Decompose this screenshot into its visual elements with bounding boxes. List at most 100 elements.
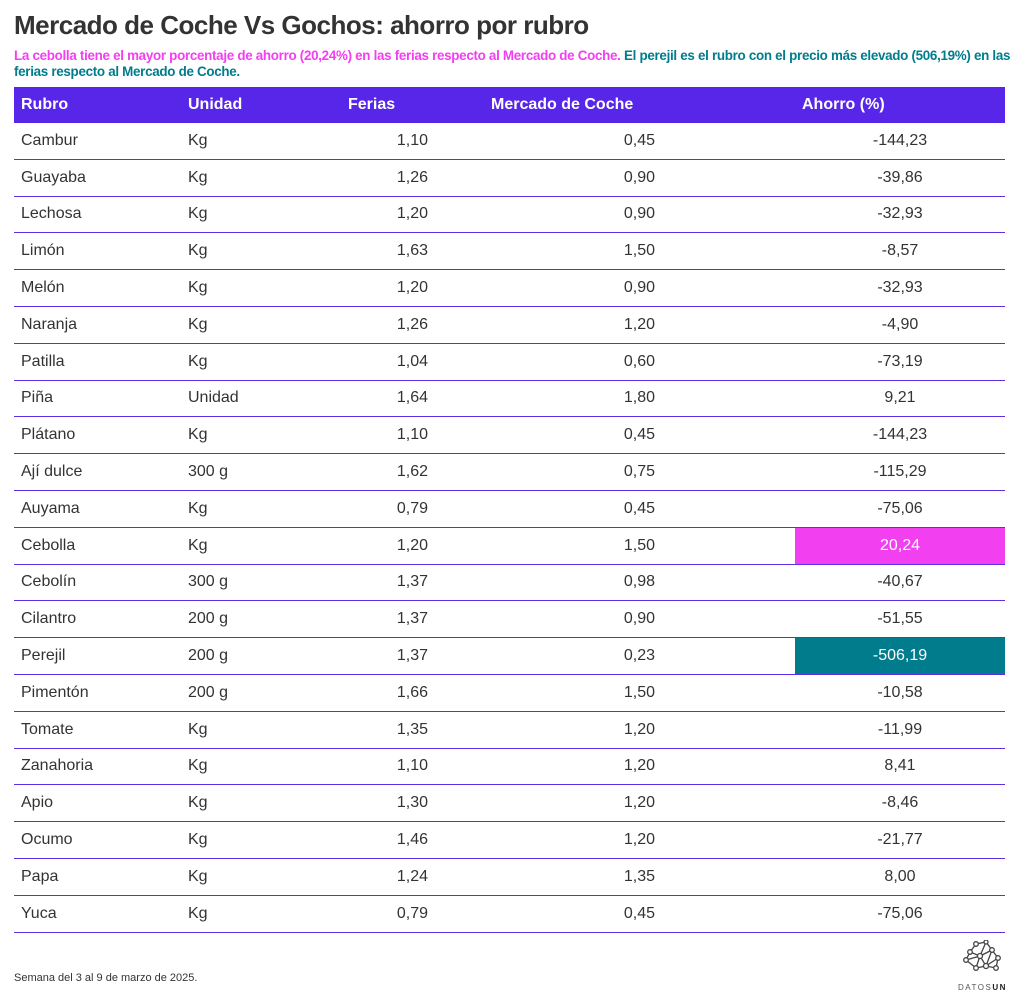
cell-ahorro: 8,00 xyxy=(884,867,916,885)
cell-rubro: Ocumo xyxy=(21,831,73,849)
table-row: Cilantro 200 g 1,37 0,90 -51,55 xyxy=(14,601,1005,639)
cell-unidad: Kg xyxy=(188,536,208,554)
cell-mercado: 1,50 xyxy=(623,683,655,701)
cell-mercado: 0,45 xyxy=(623,904,655,922)
cell-ahorro: -506,19 xyxy=(795,638,1005,674)
data-table: Rubro Unidad Ferias Mercado de Coche Aho… xyxy=(14,87,1005,933)
cell-ahorro: -8,57 xyxy=(881,242,919,260)
cell-ahorro: 20,24 xyxy=(795,527,1005,564)
cell-ahorro: -75,06 xyxy=(877,904,923,922)
network-logo-icon xyxy=(963,939,1001,971)
table-row: Pimentón 200 g 1,66 1,50 -10,58 xyxy=(14,675,1005,712)
subtitle-highlight-max: La cebolla tiene el mayor porcentaje de … xyxy=(14,48,621,63)
cell-unidad: Unidad xyxy=(188,389,239,407)
cell-ahorro: -4,90 xyxy=(881,315,919,333)
cell-mercado: 1,50 xyxy=(623,536,655,554)
cell-ahorro: -39,86 xyxy=(877,168,923,186)
cell-ahorro: 9,21 xyxy=(884,389,916,407)
cell-unidad: Kg xyxy=(188,904,208,922)
cell-mercado: 0,90 xyxy=(623,168,655,186)
cell-unidad: 200 g xyxy=(188,610,229,628)
table-row: Ají dulce 300 g 1,62 0,75 -115,29 xyxy=(14,454,1005,491)
footer-note: Semana del 3 al 9 de marzo de 2025. xyxy=(14,972,198,984)
cell-unidad: Kg xyxy=(188,352,208,370)
cell-rubro: Lechosa xyxy=(21,205,82,223)
cell-ferias: 1,10 xyxy=(396,131,428,149)
cell-rubro: Cilantro xyxy=(21,610,77,628)
cell-rubro: Zanahoria xyxy=(21,757,94,775)
cell-mercado: 0,23 xyxy=(623,647,655,665)
page-title: Mercado de Coche Vs Gochos: ahorro por r… xyxy=(14,10,589,40)
cell-mercado: 1,20 xyxy=(623,794,655,812)
cell-mercado: 0,90 xyxy=(623,279,655,297)
cell-ferias: 0,79 xyxy=(396,499,428,517)
cell-rubro: Yuca xyxy=(21,904,57,922)
table-header: Rubro Unidad Ferias Mercado de Coche Aho… xyxy=(14,87,1005,123)
cell-rubro: Tomate xyxy=(21,720,74,738)
cell-ferias: 1,10 xyxy=(396,426,428,444)
cell-rubro: Cambur xyxy=(21,131,78,149)
cell-rubro: Ají dulce xyxy=(21,463,83,481)
table-row: Auyama Kg 0,79 0,45 -75,06 xyxy=(14,491,1005,528)
table-row: Patilla Kg 1,04 0,60 -73,19 xyxy=(14,344,1005,381)
cell-ferias: 1,35 xyxy=(396,720,428,738)
cell-ahorro: -144,23 xyxy=(872,131,928,149)
cell-ferias: 1,37 xyxy=(396,647,428,665)
cell-ahorro: -32,93 xyxy=(877,205,923,223)
cell-mercado: 0,45 xyxy=(623,426,655,444)
cell-ferias: 1,20 xyxy=(396,536,428,554)
table-row: Perejil 200 g 1,37 0,23 -506,19 xyxy=(14,638,1005,675)
cell-mercado: 1,50 xyxy=(623,242,655,260)
cell-rubro: Cebolín xyxy=(21,573,77,591)
cell-mercado: 0,75 xyxy=(623,463,655,481)
cell-rubro: Pimentón xyxy=(21,683,89,701)
cell-unidad: Kg xyxy=(188,279,208,297)
cell-rubro: Apio xyxy=(21,794,54,812)
cell-unidad: 300 g xyxy=(188,573,229,591)
cell-ferias: 1,24 xyxy=(396,867,428,885)
cell-ahorro: -8,46 xyxy=(881,794,919,812)
cell-unidad: 300 g xyxy=(188,463,229,481)
cell-rubro: Plátano xyxy=(21,426,76,444)
cell-unidad: Kg xyxy=(188,205,208,223)
table-row: Piña Unidad 1,64 1,80 9,21 xyxy=(14,381,1005,418)
cell-rubro: Cebolla xyxy=(21,536,76,554)
table-row: Guayaba Kg 1,26 0,90 -39,86 xyxy=(14,160,1005,197)
table-row: Cebolín 300 g 1,37 0,98 -40,67 xyxy=(14,565,1005,602)
cell-ahorro: -32,93 xyxy=(877,279,923,297)
header-ferias: Ferias xyxy=(348,96,396,113)
cell-mercado: 0,60 xyxy=(623,352,655,370)
cell-ahorro: -10,58 xyxy=(877,683,923,701)
cell-rubro: Piña xyxy=(21,389,54,407)
cell-ahorro: -11,99 xyxy=(877,720,923,738)
cell-ferias: 1,63 xyxy=(396,242,428,260)
cell-unidad: Kg xyxy=(188,720,208,738)
header-ahorro: Ahorro (%) xyxy=(802,96,885,113)
cell-ahorro: -21,77 xyxy=(877,831,923,849)
cell-unidad: Kg xyxy=(188,757,208,775)
cell-ferias: 1,37 xyxy=(396,573,428,591)
cell-mercado: 0,98 xyxy=(623,573,655,591)
cell-mercado: 1,80 xyxy=(623,389,655,407)
cell-mercado: 0,90 xyxy=(623,610,655,628)
cell-ferias: 1,10 xyxy=(396,757,428,775)
cell-unidad: Kg xyxy=(188,168,208,186)
cell-ferias: 1,26 xyxy=(396,315,428,333)
table-row: Ocumo Kg 1,46 1,20 -21,77 xyxy=(14,822,1005,859)
table-row: Zanahoria Kg 1,10 1,20 8,41 xyxy=(14,749,1005,786)
cell-rubro: Papa xyxy=(21,867,59,885)
cell-mercado: 1,20 xyxy=(623,720,655,738)
header-rubro: Rubro xyxy=(21,96,69,113)
header-unidad: Unidad xyxy=(188,96,243,113)
table-row: Limón Kg 1,63 1,50 -8,57 xyxy=(14,233,1005,271)
datosun-logo: DATOSUN xyxy=(958,939,1006,995)
cell-ahorro: -73,19 xyxy=(877,352,923,370)
cell-rubro: Naranja xyxy=(21,315,78,333)
cell-ferias: 1,26 xyxy=(396,168,428,186)
cell-ferias: 0,79 xyxy=(396,904,428,922)
cell-mercado: 0,90 xyxy=(623,205,655,223)
cell-unidad: Kg xyxy=(188,794,208,812)
cell-ahorro: -40,67 xyxy=(877,573,923,591)
cell-unidad: Kg xyxy=(188,831,208,849)
cell-unidad: 200 g xyxy=(188,683,229,701)
